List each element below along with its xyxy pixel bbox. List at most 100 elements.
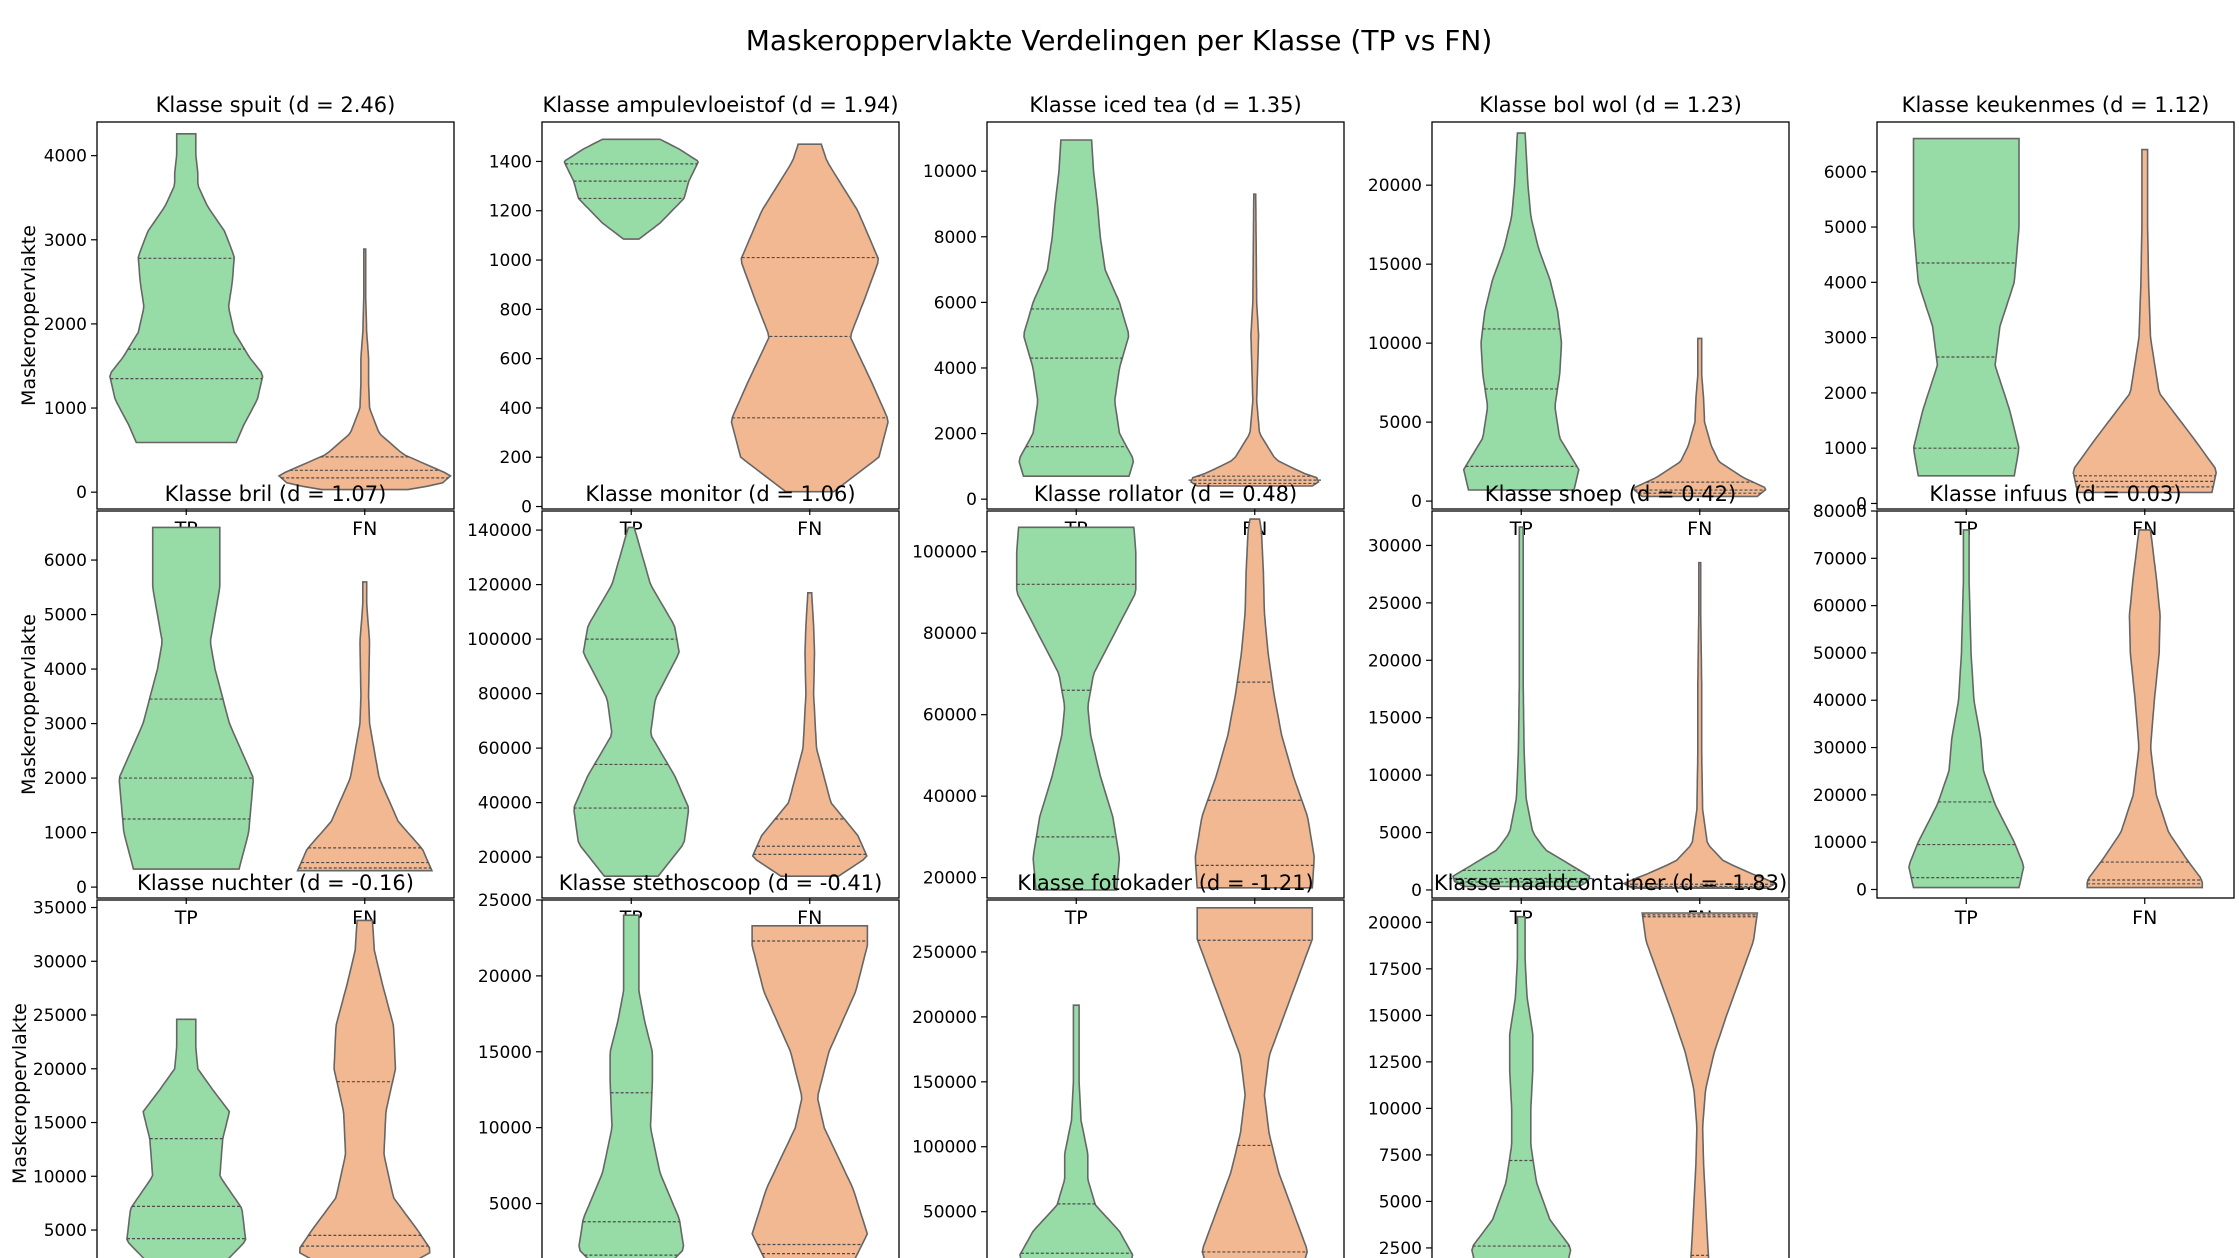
violin-fn (751, 592, 868, 877)
subplot-title: Klasse nuchter (d = -0.16) (137, 871, 414, 895)
y-tick-label: 20000 (1368, 176, 1422, 196)
y-tick-label: 0 (966, 490, 977, 510)
y-tick-label: 6000 (934, 293, 977, 313)
y-axis-label: Maskeroppervlakte (9, 1003, 31, 1184)
y-tick-label: 20000 (1368, 651, 1422, 671)
y-tick-label: 30000 (1368, 536, 1422, 556)
axes-frame (541, 121, 900, 510)
violin-tp (1471, 915, 1572, 1258)
y-tick-label: 3000 (44, 715, 87, 735)
y-tick-label: 15000 (33, 1114, 87, 1134)
y-tick-label: 20000 (33, 1060, 87, 1080)
subplot: 050000100000150000200000250000TPFNKlasse… (912, 871, 1345, 1258)
x-tick-label: TP (1954, 518, 1978, 540)
y-tick-label: 2000 (1824, 384, 1867, 404)
x-tick-label: TP (1064, 907, 1088, 929)
y-tick-label: 10000 (923, 162, 977, 182)
axes-frame (986, 899, 1345, 1258)
y-tick-label: 20000 (1368, 913, 1422, 933)
violin-tp (563, 138, 700, 240)
y-tick-label: 1000 (489, 251, 532, 271)
y-tick-label: 20000 (478, 967, 532, 987)
subplot: 0200400600800100012001400TPFNKlasse ampu… (489, 93, 900, 540)
y-tick-label: 4000 (44, 147, 87, 167)
subplot-grid: 01000200030004000TPFNKlasse spuit (d = 2… (9, 93, 2235, 1258)
y-tick-label: 0 (1856, 880, 1867, 900)
y-tick-label: 80000 (1813, 502, 1867, 522)
subplot: 20000400006000080000100000120000140000TP… (467, 482, 900, 929)
y-tick-label: 1200 (489, 202, 532, 222)
subplot: 050001000015000200002500030000TPFNKlasse… (1368, 482, 1790, 929)
x-tick-label: TP (174, 907, 198, 929)
y-tick-label: 5000 (1379, 824, 1422, 844)
y-tick-label: 2000 (44, 315, 87, 335)
subplot-title: Klasse bril (d = 1.07) (165, 482, 387, 506)
axes-frame (1876, 510, 2235, 899)
axes-frame (1431, 121, 1790, 510)
y-tick-label: 4000 (1824, 273, 1867, 293)
violin-fn (2086, 529, 2204, 889)
subplot-title: Klasse ampulevloeistof (d = 1.94) (542, 93, 898, 117)
y-tick-label: 35000 (33, 899, 87, 919)
y-tick-label: 5000 (44, 1221, 87, 1241)
axes-frame (96, 899, 455, 1258)
y-tick-label: 1000 (44, 824, 87, 844)
subplot-title: Klasse bol wol (d = 1.23) (1479, 93, 1742, 117)
axes-frame (1876, 121, 2235, 510)
y-tick-label: 7500 (1379, 1146, 1422, 1166)
y-tick-label: 80000 (478, 685, 532, 705)
figure-suptitle: Maskeroppervlakte Verdelingen per Klasse… (746, 24, 1493, 57)
y-tick-label: 80000 (923, 624, 977, 644)
x-tick-label: FN (797, 518, 822, 540)
y-tick-label: 50000 (923, 1203, 977, 1223)
y-tick-label: 4000 (44, 660, 87, 680)
violin-tp (578, 914, 685, 1258)
y-tick-label: 0 (1411, 881, 1422, 901)
y-tick-label: 10000 (478, 1119, 532, 1139)
y-tick-label: 20000 (923, 869, 977, 889)
violin-tp (1452, 526, 1591, 888)
subplot-title: Klasse stethoscoop (d = -0.41) (559, 871, 883, 895)
y-tick-label: 70000 (1813, 549, 1867, 569)
violin-fn (298, 919, 431, 1258)
y-tick-label: 10000 (33, 1167, 87, 1187)
x-tick-label: FN (797, 907, 822, 929)
y-tick-label: 0 (76, 878, 87, 898)
violin-tp (109, 133, 264, 444)
y-tick-label: 100000 (912, 1138, 977, 1158)
y-tick-label: 60000 (923, 706, 977, 726)
x-tick-label: TP (1954, 907, 1978, 929)
axes-frame (541, 899, 900, 1258)
y-tick-label: 2000 (44, 769, 87, 789)
y-tick-label: 5000 (1824, 218, 1867, 238)
violin-tp (1908, 529, 2025, 889)
subplot: 0 1000 2000 3000 4000 5000 6000 TP FN Klasse bril… (18, 482, 455, 929)
y-tick-label: 100000 (467, 630, 532, 650)
y-tick-label: 200 (500, 448, 532, 468)
x-tick-label: FN (1687, 518, 1712, 540)
violin-fn (1196, 907, 1314, 1258)
y-axis-label: Maskeroppervlakte (18, 614, 40, 795)
violin-fn (1190, 193, 1320, 487)
y-tick-label: 400 (500, 399, 532, 419)
subplot-title: Klasse monitor (d = 1.06) (585, 482, 855, 506)
y-tick-label: 15000 (478, 1043, 532, 1063)
y-tick-label: 15000 (1368, 709, 1422, 729)
y-tick-label: 5000 (1379, 413, 1422, 433)
y-tick-label: 6000 (44, 551, 87, 571)
axes-frame (1431, 510, 1790, 899)
subplot-title: Klasse infuus (d = 0.03) (1929, 482, 2181, 506)
y-tick-label: 2000 (934, 425, 977, 445)
subplot-title: Klasse spuit (d = 2.46) (156, 93, 396, 117)
axes-frame (96, 510, 455, 899)
y-tick-label: 1400 (489, 152, 532, 172)
y-tick-label: 15000 (1368, 1006, 1422, 1026)
y-tick-label: 0 (521, 498, 532, 518)
y-tick-label: 10000 (1368, 334, 1422, 354)
y-tick-label: 17500 (1368, 960, 1422, 980)
y-tick-label: 40000 (1813, 691, 1867, 711)
violin-tp (1912, 137, 2020, 477)
y-tick-label: 40000 (478, 794, 532, 814)
y-tick-label: 40000 (923, 787, 977, 807)
